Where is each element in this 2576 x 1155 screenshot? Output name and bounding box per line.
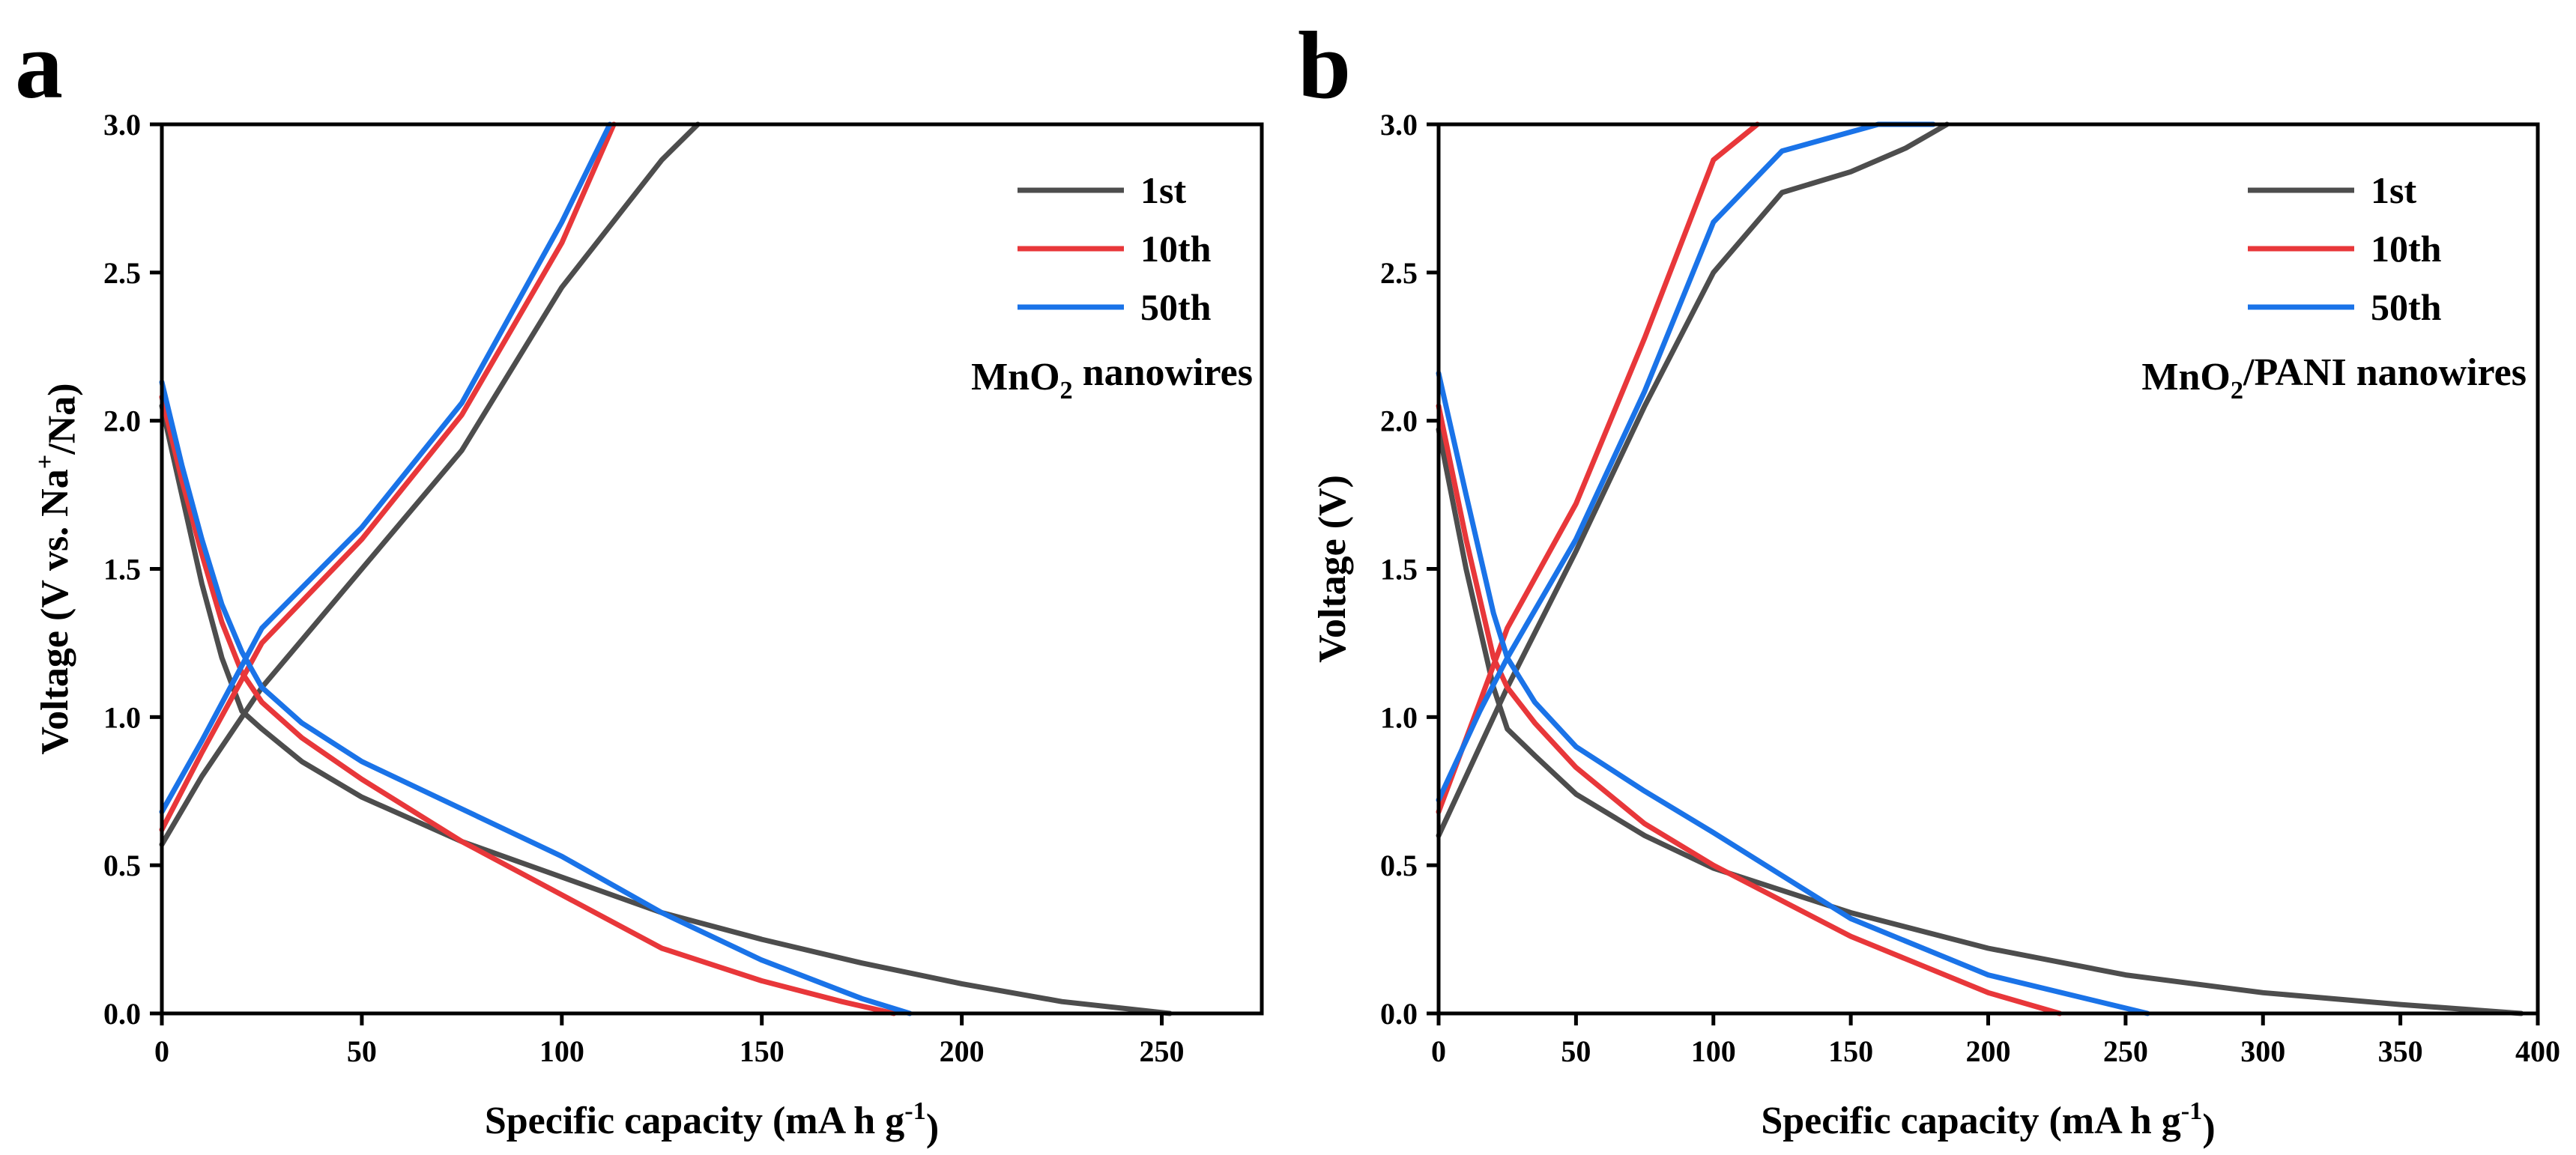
x-tick-label: 250 [1140, 1034, 1185, 1068]
y-tick-label: 1.5 [1380, 553, 1418, 586]
series-line-10th-discharge [159, 394, 897, 1016]
y-axis-title: Voltage (V vs. Na+/Na) [31, 383, 84, 754]
series-group [1436, 121, 2524, 1016]
sample-annotation: MnO2 nanowires [971, 351, 1253, 404]
legend: 1st 10th 50th [2248, 169, 2442, 328]
y-tick-label: 2.0 [1380, 404, 1418, 438]
x-tick-label: 50 [1561, 1034, 1591, 1068]
x-tick-label: 350 [2378, 1034, 2423, 1068]
y-tick-label: 1.5 [103, 553, 141, 586]
y-tick-label: 0.5 [1380, 849, 1418, 882]
series-line-10th-charge [159, 121, 617, 833]
y-tick-label: 3.0 [103, 108, 141, 142]
legend-label-50th: 50th [2371, 286, 2442, 328]
y-tick-label: 2.5 [103, 256, 141, 290]
x-tick-label: 200 [1966, 1034, 2011, 1068]
x-tick-label: 250 [2103, 1034, 2148, 1068]
sample-annotation: MnO2/PANI nanowires [2141, 351, 2527, 404]
x-tick-label: 0 [1431, 1034, 1446, 1068]
y-tick-label: 2.5 [1380, 256, 1418, 290]
series-line-1st-discharge [159, 403, 1173, 1016]
series-line-1st-charge [1436, 121, 1950, 839]
panel-letter: a [15, 12, 63, 118]
chart-panel-a: a 0 50 100 150 200 250 0.0 0.5 1.0 1.5 2.0 2.5 3.0 Spe… [15, 12, 1264, 1150]
legend-label-1st: 1st [1140, 169, 1186, 211]
y-tick-label: 0.5 [103, 849, 141, 882]
x-tick-label: 50 [347, 1034, 377, 1068]
legend: 1st 10th 50th [1018, 169, 1212, 328]
x-tick-label: 100 [1691, 1034, 1736, 1068]
y-axis-title: Voltage (V) [1311, 475, 1354, 663]
chart-panel-b: b 0 50 100 150 200 250 300 350 400 0.0 0.5 1.0 1.5 2.0… [1298, 12, 2560, 1150]
plot-frame [160, 122, 1264, 1016]
series-line-1st-charge [159, 121, 701, 847]
series-line-1st-discharge [1436, 427, 2524, 1016]
x-tick-label: 150 [1828, 1034, 1873, 1068]
series-line-10th-discharge [1436, 403, 2063, 1016]
legend-label-50th: 50th [1140, 286, 1212, 328]
series-line-50th-charge [1436, 121, 1936, 803]
series-group [159, 121, 1173, 1016]
panel-letter: b [1298, 12, 1351, 118]
series-line-10th-charge [1436, 121, 1760, 815]
y-tick-label: 3.0 [1380, 108, 1418, 142]
y-tick-label: 1.0 [1380, 700, 1418, 734]
series-line-50th-discharge [159, 379, 913, 1016]
y-tick-label: 0.0 [1380, 997, 1418, 1031]
x-axis-title: Specific capacity (mA h g-1) [485, 1097, 939, 1150]
x-tick-label: 300 [2240, 1034, 2285, 1068]
legend-label-10th: 10th [2371, 228, 2442, 270]
legend-label-1st: 1st [2371, 169, 2416, 211]
x-axis-title: Specific capacity (mA h g-1) [1761, 1097, 2215, 1150]
legend-label-10th: 10th [1140, 228, 1212, 270]
x-tick-label: 100 [539, 1034, 584, 1068]
y-tick-label: 1.0 [103, 700, 141, 734]
x-tick-label: 200 [940, 1034, 985, 1068]
series-line-50th-discharge [1436, 370, 2150, 1016]
y-tick-label: 0.0 [103, 997, 141, 1031]
x-tick-label: 400 [2515, 1034, 2560, 1068]
y-tick-label: 2.0 [103, 404, 141, 438]
series-line-50th-charge [159, 121, 613, 815]
x-tick-label: 0 [154, 1034, 169, 1068]
x-tick-label: 150 [740, 1034, 784, 1068]
